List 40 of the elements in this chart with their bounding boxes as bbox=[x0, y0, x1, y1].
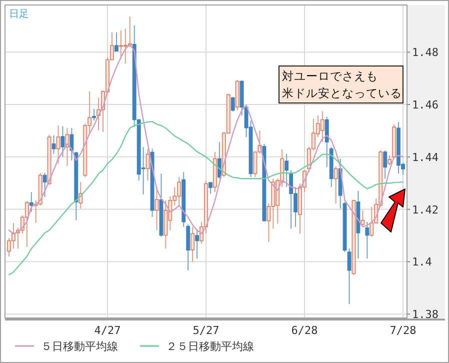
legend-label: ２５日移動平均線 bbox=[166, 340, 254, 353]
annotation: 米ドル安となっている bbox=[282, 86, 402, 100]
x-tick-label: 7/28 bbox=[390, 324, 416, 337]
candlestick bbox=[383, 150, 388, 180]
candlestick bbox=[42, 172, 47, 198]
candlestick bbox=[365, 221, 370, 260]
candlestick bbox=[284, 153, 289, 188]
chart-title: 日足 bbox=[9, 9, 29, 20]
candlestick bbox=[92, 108, 96, 122]
line-series bbox=[8, 120, 404, 276]
candlestick bbox=[289, 170, 294, 230]
candlestick bbox=[360, 210, 365, 226]
candlestick bbox=[208, 182, 212, 194]
candlestick bbox=[60, 126, 65, 158]
x-tick-label: 6/28 bbox=[291, 324, 318, 337]
candlestick bbox=[186, 224, 190, 271]
y-tick-label: 1.46 bbox=[412, 98, 438, 112]
candlestick bbox=[24, 200, 29, 248]
y-tick-label: 1.38 bbox=[412, 308, 438, 322]
candlestick bbox=[190, 226, 195, 262]
candlestick bbox=[320, 110, 324, 142]
candlestick bbox=[388, 154, 392, 166]
x-tick-label: 4/27 bbox=[94, 324, 121, 337]
x-tick-label: 5/27 bbox=[192, 324, 220, 337]
annotation: 対ユーロでさえも bbox=[282, 69, 378, 83]
candlestick bbox=[70, 128, 74, 161]
candlestick bbox=[114, 32, 118, 52]
candlestick bbox=[154, 186, 159, 231]
y-tick-label: 1.4 bbox=[412, 256, 432, 269]
y-tick-label: 1.42 bbox=[412, 203, 438, 216]
candlestick bbox=[146, 148, 150, 181]
y-tick-label: 1.48 bbox=[412, 46, 438, 60]
candlestick bbox=[195, 230, 200, 260]
candlestick bbox=[324, 116, 329, 168]
candlestick bbox=[230, 96, 235, 112]
candlestick bbox=[334, 166, 338, 204]
legend-label: ５日移動平均線 bbox=[41, 340, 118, 353]
candlestick bbox=[370, 206, 374, 238]
candlestick bbox=[29, 192, 34, 212]
y-tick-label: 1.44 bbox=[412, 150, 439, 164]
